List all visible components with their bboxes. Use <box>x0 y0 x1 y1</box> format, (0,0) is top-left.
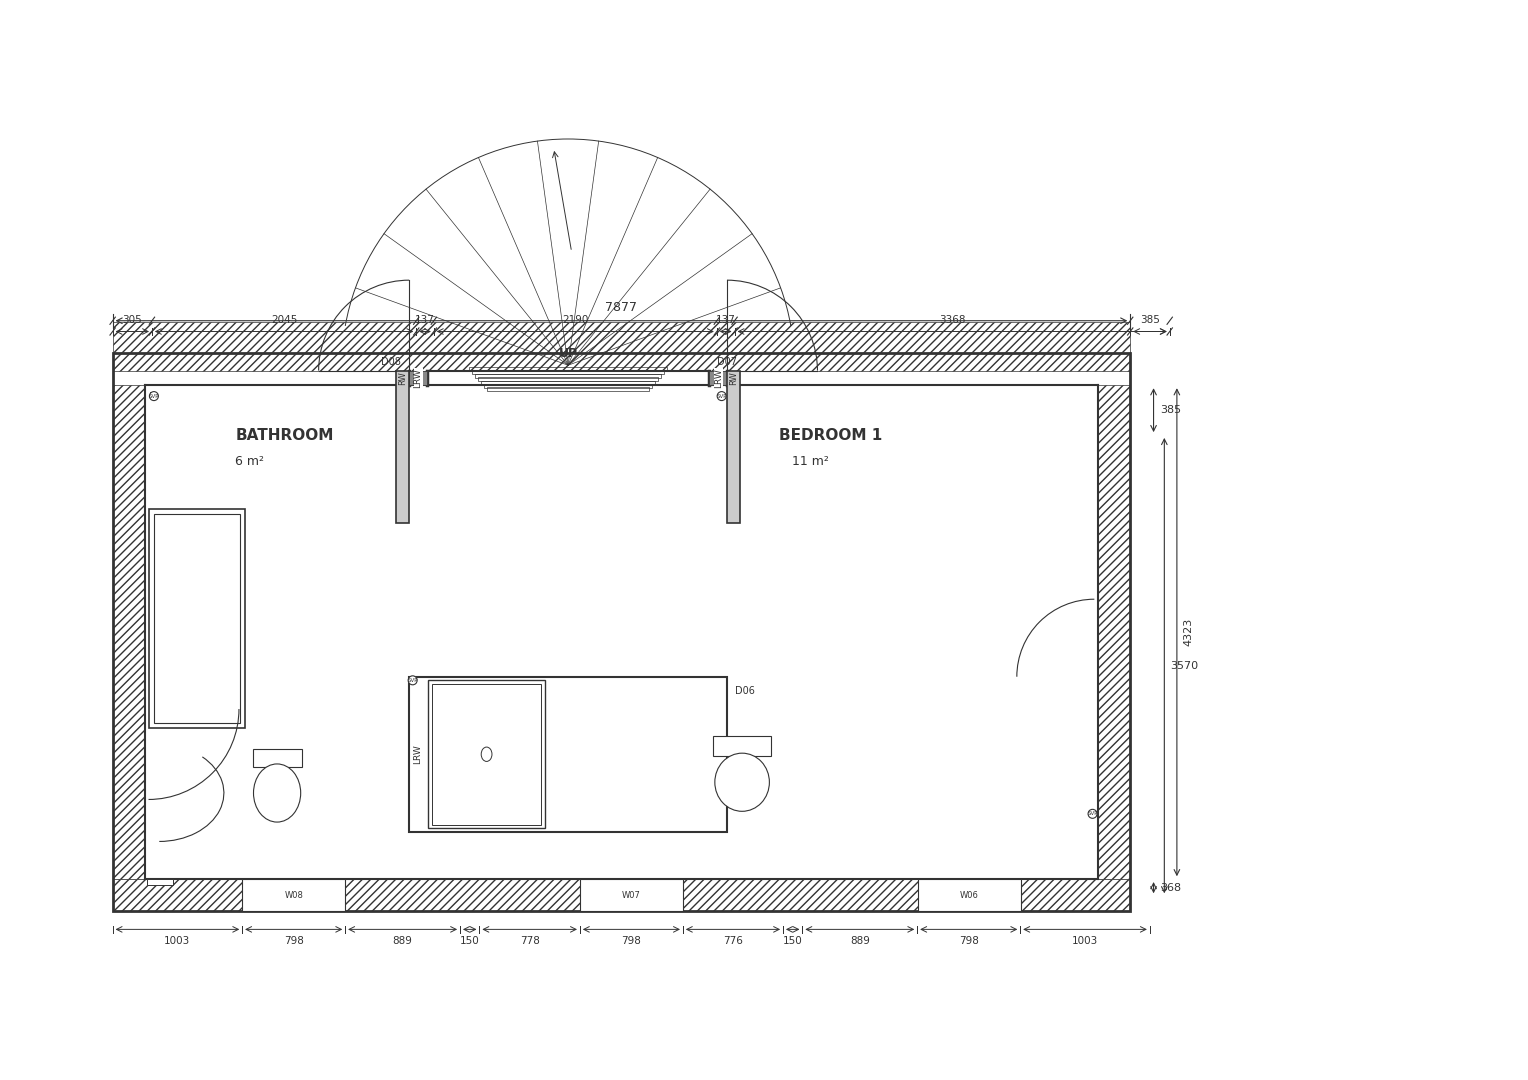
Bar <box>581 879 683 912</box>
Text: UP: UP <box>559 347 578 360</box>
Bar <box>410 370 426 386</box>
Bar <box>475 374 662 378</box>
Bar <box>1099 386 1131 879</box>
Bar <box>714 737 772 756</box>
Text: 798: 798 <box>622 935 642 946</box>
Text: 137: 137 <box>715 315 735 325</box>
Bar <box>113 879 1131 912</box>
Bar <box>472 370 665 374</box>
Text: LRW: LRW <box>414 744 423 765</box>
Bar <box>396 370 410 523</box>
Bar <box>113 322 1131 370</box>
Text: SVP: SVP <box>1088 811 1097 816</box>
Bar <box>727 370 740 523</box>
Text: 150: 150 <box>782 935 802 946</box>
Text: 2045: 2045 <box>270 315 298 325</box>
Text: SVP: SVP <box>148 393 159 399</box>
Text: D06: D06 <box>735 686 755 696</box>
Text: RW: RW <box>729 372 738 384</box>
Bar <box>410 677 727 832</box>
Circle shape <box>717 392 726 401</box>
Bar <box>154 514 240 723</box>
Text: 889: 889 <box>850 935 869 946</box>
Bar <box>709 370 727 386</box>
Ellipse shape <box>254 764 301 822</box>
Text: 3570: 3570 <box>1170 661 1199 671</box>
Text: 3368: 3368 <box>938 315 966 325</box>
Text: 2190: 2190 <box>562 315 588 325</box>
Text: 798: 798 <box>958 935 978 946</box>
Bar <box>113 386 145 879</box>
Circle shape <box>1088 809 1097 819</box>
Text: 798: 798 <box>284 935 304 946</box>
Text: W06: W06 <box>960 891 978 900</box>
Text: RW: RW <box>399 372 406 384</box>
Text: LRW: LRW <box>714 368 723 388</box>
Bar <box>252 748 301 767</box>
Bar <box>428 680 544 828</box>
Bar <box>148 509 246 728</box>
Text: 385: 385 <box>1140 315 1160 325</box>
Bar <box>487 388 649 391</box>
Text: W07: W07 <box>622 891 640 900</box>
Text: 385: 385 <box>1160 405 1181 415</box>
Text: D08: D08 <box>380 357 400 367</box>
Text: 368: 368 <box>1160 882 1181 893</box>
Bar <box>469 367 668 370</box>
Ellipse shape <box>481 747 492 761</box>
Bar <box>918 879 1021 912</box>
Text: 778: 778 <box>520 935 539 946</box>
Circle shape <box>150 392 159 401</box>
Bar <box>481 380 656 384</box>
Ellipse shape <box>715 753 770 811</box>
Text: W08: W08 <box>284 891 303 900</box>
Text: 11 m²: 11 m² <box>792 455 828 468</box>
Text: 4323: 4323 <box>1183 618 1193 646</box>
Text: 305: 305 <box>122 315 142 325</box>
Bar <box>150 392 154 396</box>
Text: 776: 776 <box>723 935 743 946</box>
Bar <box>147 879 173 885</box>
Text: 6 m²: 6 m² <box>235 455 264 468</box>
Text: 7877: 7877 <box>605 300 637 313</box>
Text: SVP: SVP <box>717 393 727 399</box>
Text: BATHROOM: BATHROOM <box>235 428 333 443</box>
Text: 137: 137 <box>416 315 435 325</box>
Text: 150: 150 <box>460 935 480 946</box>
Circle shape <box>408 676 417 685</box>
Text: BEDROOM 1: BEDROOM 1 <box>779 428 882 443</box>
Text: LRW: LRW <box>414 368 423 388</box>
Bar <box>432 684 541 825</box>
Bar <box>243 879 345 912</box>
Text: 1003: 1003 <box>1071 935 1099 946</box>
Bar <box>113 353 1131 912</box>
Text: D07: D07 <box>717 357 738 367</box>
Text: 889: 889 <box>393 935 413 946</box>
Text: SVP: SVP <box>408 678 419 683</box>
Bar <box>484 384 652 388</box>
Text: 1003: 1003 <box>165 935 191 946</box>
Bar <box>478 377 659 381</box>
